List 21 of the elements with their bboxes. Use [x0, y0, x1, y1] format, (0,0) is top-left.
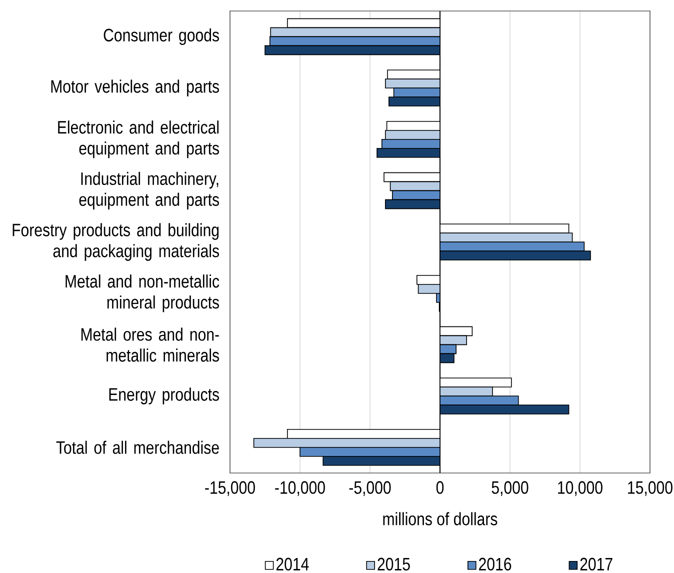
y-tick-label: Metal ores and non-metallic minerals — [81, 328, 219, 362]
legend-label: 2017 — [580, 558, 612, 570]
x-tick-label: -5,000 — [349, 481, 391, 496]
legend-label: 2014 — [276, 558, 309, 570]
y-tick-label: Forestry products and building and packaging materials — [12, 223, 219, 261]
x-tick-label: -15,000 — [205, 481, 255, 496]
y-tick-label: Total of all merchandise — [56, 440, 219, 454]
x-axis-title: millions of dollars — [383, 512, 498, 526]
x-tick-label: 0 — [436, 481, 444, 494]
y-tick-label: Metal and non-metallic mineral products — [66, 274, 220, 312]
y-tick-label: Motor vehicles and parts — [51, 80, 219, 96]
x-tick-label: 5,000 — [492, 481, 528, 496]
y-tick-label: Industrial machinery, equipment and parts — [79, 172, 219, 210]
legend-label: 2016 — [479, 558, 512, 570]
legend-label: 2015 — [378, 558, 410, 570]
x-tick-label: -10,000 — [275, 481, 325, 496]
x-tick-label: 10,000 — [558, 481, 602, 496]
x-tick-label: 15,000 — [628, 481, 672, 496]
y-tick-label: Electronic and electrical equipment and parts — [58, 120, 219, 158]
y-tick-label: Energy products — [109, 388, 219, 404]
y-tick-label: Consumer goods — [104, 28, 219, 46]
